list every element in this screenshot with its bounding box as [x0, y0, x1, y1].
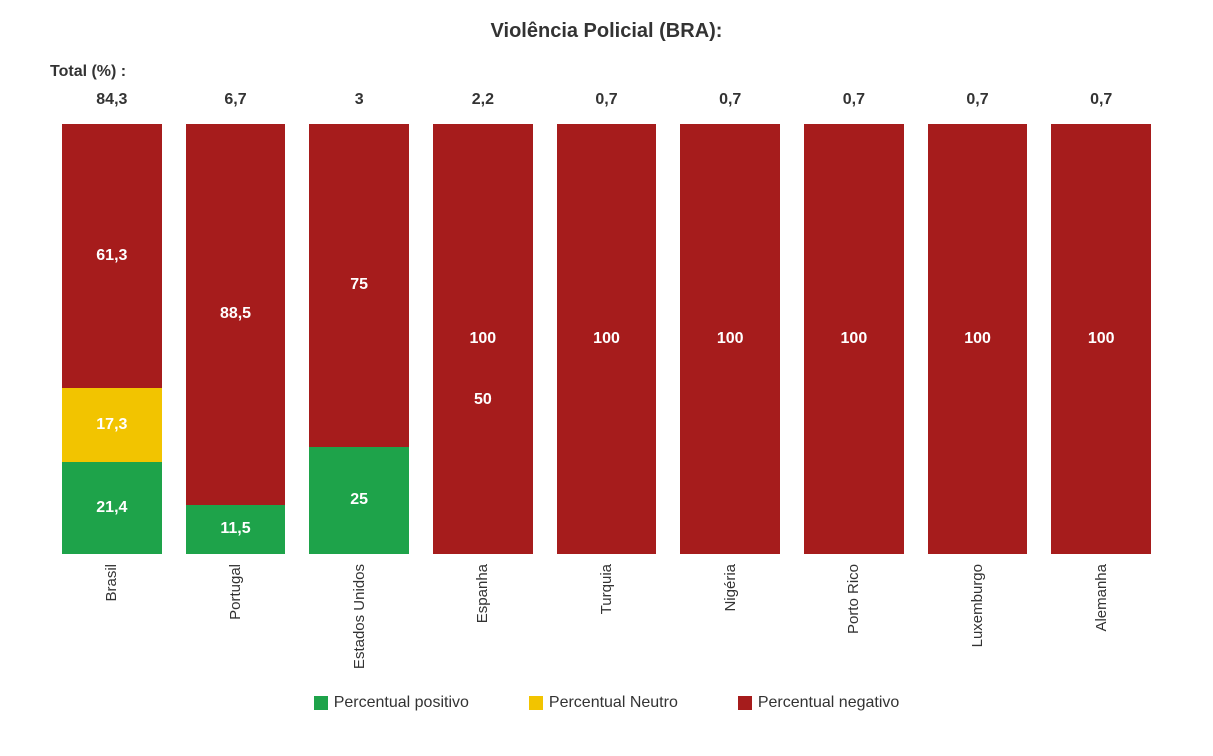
legend-item-negative: Percentual negativo — [738, 694, 899, 712]
segment-negative: 100 — [680, 124, 780, 554]
total-value: 0,7 — [1039, 91, 1163, 109]
segment-positive: 25 — [309, 447, 409, 555]
x-axis-label: Alemanha — [1039, 564, 1163, 684]
total-value: 0,7 — [916, 91, 1040, 109]
total-value: 3 — [297, 91, 421, 109]
segment-negative: 100 — [1051, 124, 1151, 554]
x-axis-label: Turquia — [545, 564, 669, 684]
extra-label: 50 — [474, 391, 492, 409]
segment-negative: 100 — [557, 124, 657, 554]
segment-positive: 21,4 — [62, 462, 162, 554]
bar: 88,5 11,5 — [186, 124, 286, 554]
xlabels-row: Brasil Portugal Estados Unidos Espanha Turqu… — [40, 564, 1173, 684]
x-axis-label-text: Turquia — [598, 564, 615, 614]
segment-label: 100 — [470, 330, 497, 348]
segment-negative: 75 — [309, 124, 409, 447]
segment-label: 100 — [717, 330, 744, 348]
total-value: 6,7 — [174, 91, 298, 109]
total-value: 0,7 — [792, 91, 916, 109]
segment-negative: 100 — [433, 124, 533, 554]
bar: 61,3 17,3 21,4 — [62, 124, 162, 554]
bar: 100 — [557, 124, 657, 554]
segment-neutral: 17,3 — [62, 388, 162, 462]
legend-label: Percentual positivo — [334, 694, 469, 712]
bar: 100 — [1051, 124, 1151, 554]
totals-row: 84,36,732,20,70,70,70,70,7 — [40, 91, 1173, 109]
legend-swatch — [529, 696, 543, 710]
x-axis-label-text: Nigéria — [722, 564, 739, 612]
bar: 100 — [680, 124, 780, 554]
total-label: Total (%) : — [50, 63, 1173, 81]
bar: 100 — [928, 124, 1028, 554]
total-value: 0,7 — [668, 91, 792, 109]
x-axis-label-text: Espanha — [474, 564, 491, 623]
bars-area: 61,317,321,488,511,575251005010010010010… — [40, 124, 1173, 554]
chart-title: Violência Policial (BRA): — [40, 20, 1173, 43]
segment-label: 100 — [964, 330, 991, 348]
segment-label: 61,3 — [96, 247, 127, 265]
total-value: 2,2 — [421, 91, 545, 109]
x-axis-label: Nigéria — [668, 564, 792, 684]
x-axis-label-text: Porto Rico — [845, 564, 862, 634]
bar-column: 88,5 11,5 — [174, 124, 298, 554]
bar-column: 100 — [1039, 124, 1163, 554]
segment-label: 17,3 — [96, 416, 127, 434]
chart-container: Violência Policial (BRA): Total (%) : 84… — [0, 0, 1213, 756]
segment-label: 25 — [350, 491, 368, 509]
segment-positive: 11,5 — [186, 505, 286, 554]
legend-label: Percentual Neutro — [549, 694, 678, 712]
legend-item-neutral: Percentual Neutro — [529, 694, 678, 712]
x-axis-label-text: Brasil — [103, 564, 120, 602]
segment-negative: 61,3 — [62, 124, 162, 388]
x-axis-label-text: Alemanha — [1093, 564, 1110, 632]
total-value: 0,7 — [545, 91, 669, 109]
segment-label: 100 — [593, 330, 620, 348]
bar-column: 100 — [545, 124, 669, 554]
bar-column: 61,3 17,3 21,4 — [50, 124, 174, 554]
bar-column: 100 — [792, 124, 916, 554]
x-axis-label: Espanha — [421, 564, 545, 684]
segment-label: 100 — [841, 330, 868, 348]
segment-label: 88,5 — [220, 305, 251, 323]
bar: 100 — [804, 124, 904, 554]
segment-label: 75 — [350, 276, 368, 294]
bar: 100 50 — [433, 124, 533, 554]
x-axis-label: Brasil — [50, 564, 174, 684]
bar-column: 100 — [916, 124, 1040, 554]
x-axis-label: Porto Rico — [792, 564, 916, 684]
segment-label: 11,5 — [220, 520, 250, 538]
segment-negative: 88,5 — [186, 124, 286, 505]
bar-column: 100 50 — [421, 124, 545, 554]
segment-label: 21,4 — [96, 499, 127, 517]
x-axis-label: Portugal — [174, 564, 298, 684]
bar-column: 100 — [668, 124, 792, 554]
x-axis-label-text: Estados Unidos — [351, 564, 368, 669]
segment-negative: 100 — [928, 124, 1028, 554]
legend-swatch — [314, 696, 328, 710]
legend-swatch — [738, 696, 752, 710]
x-axis-label-text: Portugal — [227, 564, 244, 620]
bar-column: 75 25 — [297, 124, 421, 554]
segment-label: 100 — [1088, 330, 1115, 348]
legend-item-positive: Percentual positivo — [314, 694, 469, 712]
x-axis-label-text: Luxemburgo — [969, 564, 986, 647]
total-value: 84,3 — [50, 91, 174, 109]
legend-label: Percentual negativo — [758, 694, 899, 712]
legend: Percentual positivo Percentual Neutro Perc… — [40, 694, 1173, 712]
segment-negative: 100 — [804, 124, 904, 554]
x-axis-label: Estados Unidos — [297, 564, 421, 684]
x-axis-label: Luxemburgo — [916, 564, 1040, 684]
bar: 75 25 — [309, 124, 409, 554]
